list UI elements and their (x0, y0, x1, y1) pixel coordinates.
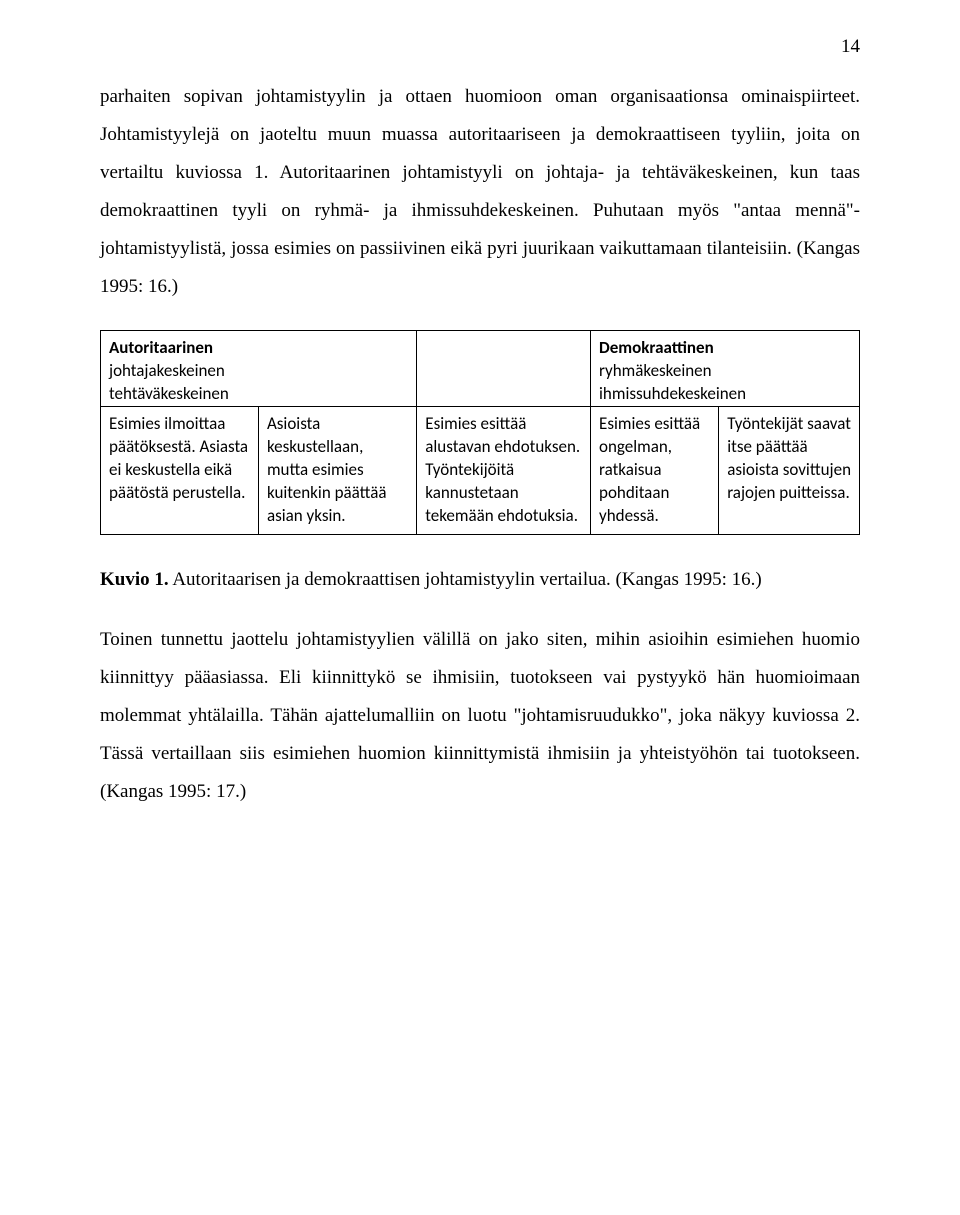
header-right-sub2: ihmissuhdekeskeinen (599, 383, 746, 404)
table-header-row: Autoritaarinen johtajakeskeinen tehtäväk… (101, 331, 860, 407)
table: Autoritaarinen johtajakeskeinen tehtäväk… (100, 330, 860, 535)
table-body-row: Esimies ilmoittaa päätöksestä. Asiasta e… (101, 406, 860, 534)
header-left-sub2: tehtäväkeskeinen (109, 383, 229, 404)
header-right-sub1: ryhmäkeskeinen (599, 360, 712, 381)
table-cell-2: Asioista keskustellaan, mutta esimies ku… (258, 406, 416, 534)
caption-label: Kuvio 1. (100, 569, 169, 590)
page-number: 14 (841, 36, 860, 58)
header-left-sub1: johtajakeskeinen (109, 360, 225, 381)
caption-text: Autoritaarisen ja demokraattisen johtami… (169, 569, 762, 590)
table-cell-1: Esimies ilmoittaa päätöksestä. Asiasta e… (101, 406, 259, 534)
header-mid-empty (417, 331, 591, 407)
header-left-bold: Autoritaarinen (109, 337, 213, 358)
table-cell-5: Työntekijät saavat itse päättää asioista… (719, 406, 860, 534)
table-cell-4: Esimies esittää ongelman, ratkaisua pohd… (591, 406, 719, 534)
paragraph-1: parhaiten sopivan johtamistyylin ja otta… (100, 78, 860, 306)
table-cell-3: Esimies esittää alustavan ehdotuksen. Ty… (417, 406, 591, 534)
figure-caption: Kuvio 1. Autoritaarisen ja demokraattise… (100, 561, 860, 599)
leadership-style-table: Autoritaarinen johtajakeskeinen tehtäväk… (100, 330, 860, 535)
header-left: Autoritaarinen johtajakeskeinen tehtäväk… (101, 331, 417, 407)
paragraph-2: Toinen tunnettu jaottelu johtamistyylien… (100, 621, 860, 811)
header-right: Demokraattinen ryhmäkeskeinen ihmissuhde… (591, 331, 860, 407)
header-right-bold: Demokraattinen (599, 337, 714, 358)
